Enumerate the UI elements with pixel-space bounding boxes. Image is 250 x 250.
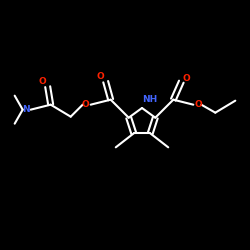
Text: O: O <box>182 74 190 83</box>
Text: O: O <box>97 72 104 81</box>
Text: NH: NH <box>142 96 158 104</box>
Text: O: O <box>39 77 46 86</box>
Text: O: O <box>82 100 90 109</box>
Text: N: N <box>22 105 30 114</box>
Text: O: O <box>194 100 202 109</box>
